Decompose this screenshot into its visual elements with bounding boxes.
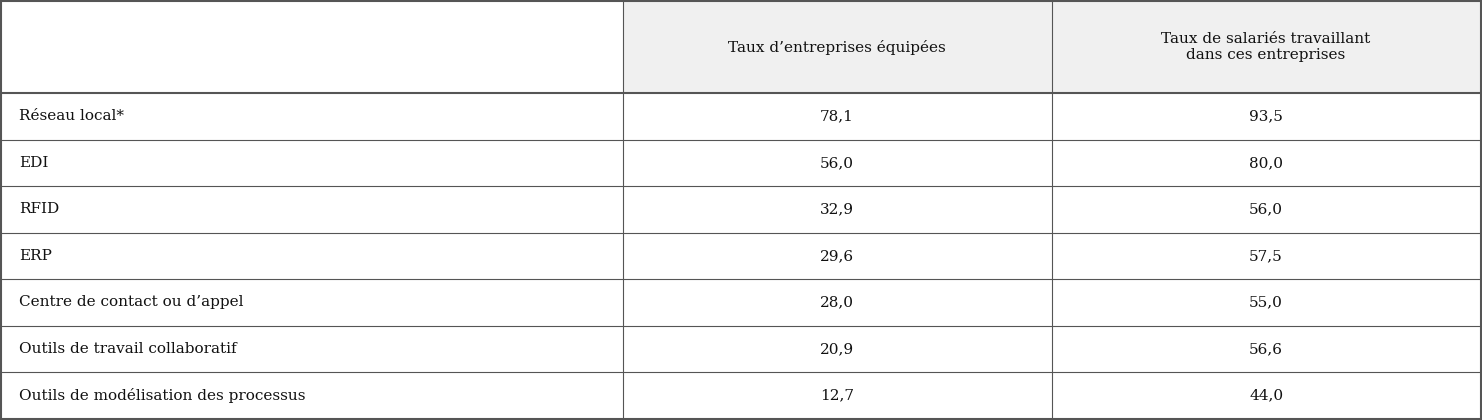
Text: 28,0: 28,0 (820, 295, 854, 310)
Bar (622, 233, 1052, 279)
Text: 29,6: 29,6 (820, 249, 854, 263)
Bar (1052, 186, 1481, 233)
Bar (1052, 279, 1481, 326)
Text: 56,6: 56,6 (1249, 342, 1283, 356)
Bar (622, 93, 1052, 140)
Text: Outils de travail collaboratif: Outils de travail collaboratif (19, 342, 237, 356)
Bar (1, 279, 622, 326)
Text: Centre de contact ou d’appel: Centre de contact ou d’appel (19, 295, 243, 310)
Text: Réseau local*: Réseau local* (19, 110, 124, 123)
Bar (1, 326, 622, 372)
Text: 20,9: 20,9 (820, 342, 854, 356)
Text: EDI: EDI (19, 156, 49, 170)
Text: 44,0: 44,0 (1249, 388, 1283, 402)
Bar (1052, 372, 1481, 419)
Text: ERP: ERP (19, 249, 52, 263)
Text: 57,5: 57,5 (1249, 249, 1283, 263)
Text: 55,0: 55,0 (1249, 295, 1283, 310)
Text: 12,7: 12,7 (820, 388, 854, 402)
Text: Taux de salariés travaillant
dans ces entreprises: Taux de salariés travaillant dans ces en… (1162, 32, 1371, 63)
Bar (1052, 326, 1481, 372)
Text: Taux d’entreprises équipées: Taux d’entreprises équipées (728, 40, 946, 55)
Bar (1, 1, 622, 93)
Bar (1, 233, 622, 279)
Bar (622, 186, 1052, 233)
Bar (1052, 1, 1481, 93)
Text: 56,0: 56,0 (820, 156, 854, 170)
Bar (1, 140, 622, 186)
Bar (622, 372, 1052, 419)
Bar (1, 186, 622, 233)
Text: 32,9: 32,9 (820, 202, 854, 216)
Bar (1052, 140, 1481, 186)
Text: RFID: RFID (19, 202, 59, 216)
Bar (1, 93, 622, 140)
Bar (1052, 93, 1481, 140)
Bar (1, 372, 622, 419)
Text: 78,1: 78,1 (820, 110, 854, 123)
Bar (622, 1, 1052, 93)
Text: 56,0: 56,0 (1249, 202, 1283, 216)
Bar (1052, 233, 1481, 279)
Text: Outils de modélisation des processus: Outils de modélisation des processus (19, 388, 305, 403)
Bar (622, 279, 1052, 326)
Text: 93,5: 93,5 (1249, 110, 1283, 123)
Text: 80,0: 80,0 (1249, 156, 1283, 170)
Bar (622, 140, 1052, 186)
Bar (622, 326, 1052, 372)
